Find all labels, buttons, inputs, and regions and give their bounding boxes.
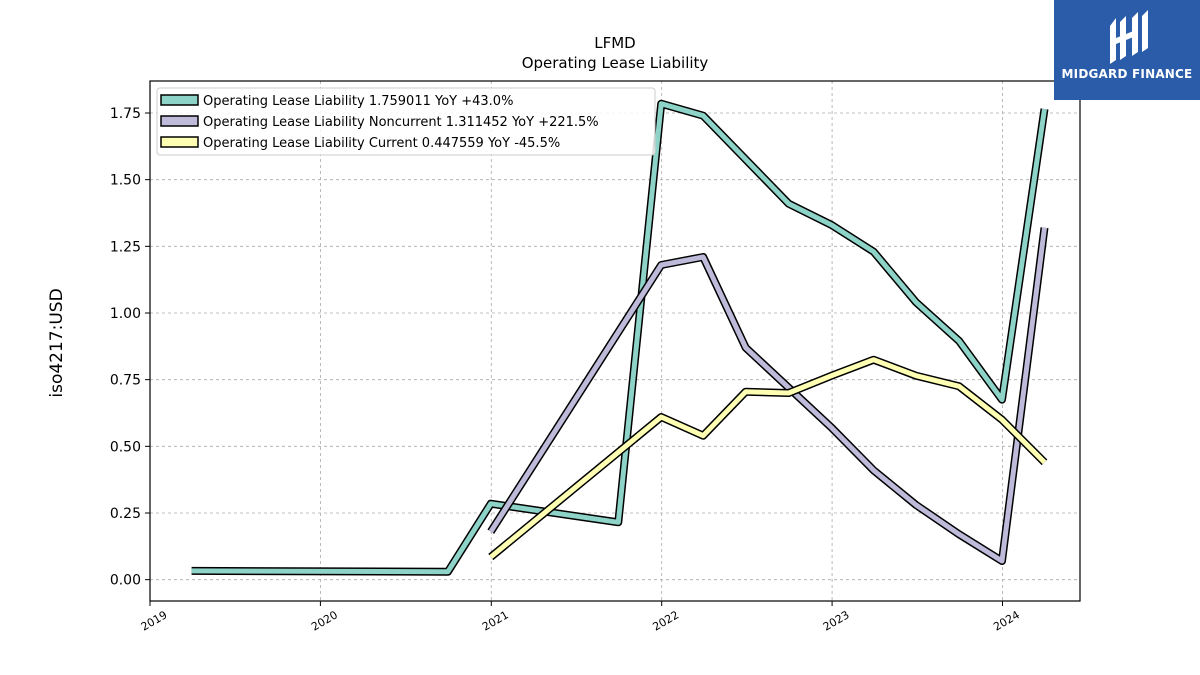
- y-tick-label: 1.50: [110, 173, 141, 189]
- y-tick-label: 1.00: [110, 306, 141, 322]
- y-tick-label: 0.75: [110, 373, 141, 389]
- y-tick-label: 1.25: [110, 239, 141, 255]
- legend-swatch-1: [160, 115, 199, 127]
- x-tick-label: 2024: [991, 608, 1022, 633]
- series-line-2: [489, 357, 1047, 559]
- y-tick-label: 0.25: [110, 506, 141, 522]
- plot-frame: [149, 80, 1081, 602]
- x-tick-label: 2023: [821, 608, 852, 633]
- legend: Operating Lease Liability 1.759011 YoY +…: [156, 87, 656, 156]
- y-tick-label: 0.00: [110, 573, 141, 589]
- x-tick-label: 2019: [139, 608, 170, 633]
- logo-text: MIDGARD FINANCE: [1061, 67, 1193, 81]
- midgard-finance-logo: MIDGARD FINANCE: [1054, 0, 1200, 100]
- legend-label-1: Operating Lease Liability Noncurrent 1.3…: [203, 115, 599, 130]
- series-line-0: [191, 101, 1047, 575]
- legend-label-2: Operating Lease Liability Current 0.4475…: [203, 136, 560, 151]
- series-lines: [191, 99, 1049, 576]
- y-tick-label: 1.75: [110, 106, 141, 122]
- chart-subtitle: Operating Lease Liability: [522, 54, 709, 72]
- x-tick-label: 2022: [650, 608, 681, 633]
- y-axis-label: iso4217:USD: [47, 288, 67, 397]
- legend-label-0: Operating Lease Liability 1.759011 YoY +…: [203, 94, 513, 109]
- x-tick-label: 2021: [480, 608, 511, 633]
- series-line-1: [488, 227, 1047, 564]
- axes: 0.00 0.25 0.50 0.75 1.00 1.25 1.50 1.75 2019 2020…: [110, 106, 1022, 634]
- legend-swatch-2: [160, 136, 199, 148]
- chart-title: LFMD: [594, 34, 635, 52]
- legend-box: [156, 87, 656, 156]
- y-tick-label: 0.50: [110, 439, 141, 455]
- x-tick-label: 2020: [309, 608, 340, 633]
- legend-swatch-0: [160, 94, 199, 106]
- logo-mark-icon: [1110, 10, 1148, 64]
